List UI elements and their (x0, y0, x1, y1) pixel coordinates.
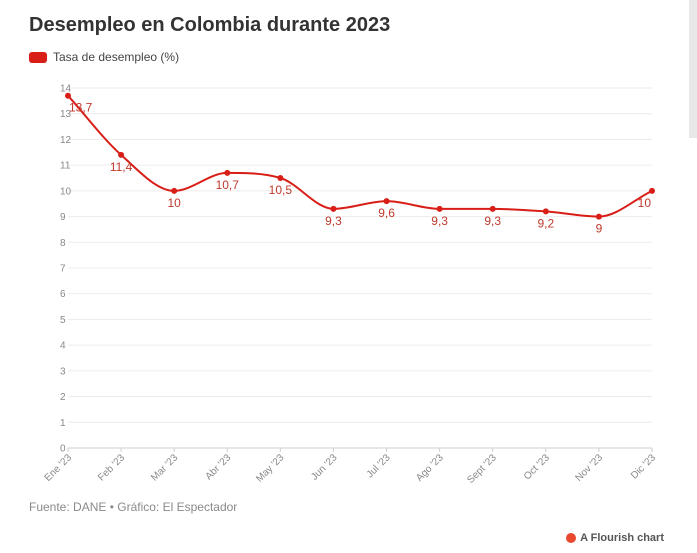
x-tick-label: Ene '23 (43, 452, 75, 484)
y-tick-label: 4 (60, 341, 66, 352)
x-tick-label: Abr '23 (203, 452, 233, 482)
data-label: 9 (596, 222, 603, 236)
data-label: 10,7 (216, 178, 240, 192)
flourish-credit-label: A Flourish chart (580, 532, 664, 544)
data-label: 9,3 (484, 214, 501, 228)
legend[interactable]: Tasa de desempleo (%) (29, 50, 179, 64)
y-tick-label: 10 (60, 186, 72, 197)
y-tick-label: 11 (60, 161, 71, 172)
y-tick-label: 8 (60, 238, 66, 249)
y-tick-label: 7 (60, 264, 66, 275)
scrollbar[interactable] (689, 0, 697, 138)
source-note: Fuente: DANE • Gráfico: El Espectador (29, 500, 238, 514)
data-point (595, 213, 602, 220)
x-tick-label: Oct '23 (522, 452, 552, 482)
data-point (330, 205, 337, 212)
data-point (118, 151, 125, 158)
data-point (649, 187, 655, 194)
data-label: 13,7 (69, 101, 93, 115)
data-label: 10 (638, 196, 652, 210)
y-tick-label: 13 (60, 109, 72, 120)
x-tick-label: Dic '23 (629, 452, 658, 481)
legend-label: Tasa de desempleo (%) (53, 50, 180, 64)
data-point (542, 208, 549, 215)
x-tick-label: Jul '23 (365, 452, 393, 480)
x-tick-label: Jun '23 (309, 452, 340, 483)
data-point (383, 198, 390, 205)
data-point (65, 92, 71, 99)
y-tick-label: 3 (60, 366, 66, 377)
y-tick-label: 5 (60, 315, 66, 326)
data-point (171, 187, 178, 194)
data-label: 9,3 (431, 214, 448, 228)
x-tick-label: May '23 (254, 452, 287, 485)
data-point (277, 175, 284, 181)
x-tick-label: Sept '23 (465, 452, 499, 486)
legend-swatch (29, 51, 47, 63)
flourish-logo-icon (566, 533, 577, 543)
x-tick-label: Feb '23 (96, 452, 127, 483)
data-label: 9,3 (325, 214, 342, 228)
y-tick-label: 1 (60, 418, 66, 429)
data-label: 11,4 (110, 160, 133, 174)
y-tick-label: 9 (60, 212, 66, 223)
data-label: 10,5 (269, 183, 293, 197)
y-tick-label: 0 (60, 444, 66, 455)
y-tick-label: 2 (60, 392, 66, 403)
x-tick-label: Nov '23 (573, 452, 605, 484)
data-label: 9,6 (378, 206, 395, 220)
data-label: 9,2 (537, 216, 554, 230)
x-tick-label: Ago '23 (414, 452, 446, 484)
y-tick-label: 12 (60, 135, 72, 146)
data-label: 10 (168, 196, 182, 210)
chart-title: Desempleo en Colombia durante 2023 (29, 14, 391, 36)
data-point (489, 205, 496, 212)
flourish-credit[interactable]: A Flourish chart (566, 532, 664, 544)
data-point (436, 205, 443, 212)
data-point (224, 169, 231, 176)
x-tick-label: Mar '23 (149, 452, 180, 483)
y-tick-label: 14 (60, 84, 72, 95)
y-tick-label: 6 (60, 289, 66, 300)
